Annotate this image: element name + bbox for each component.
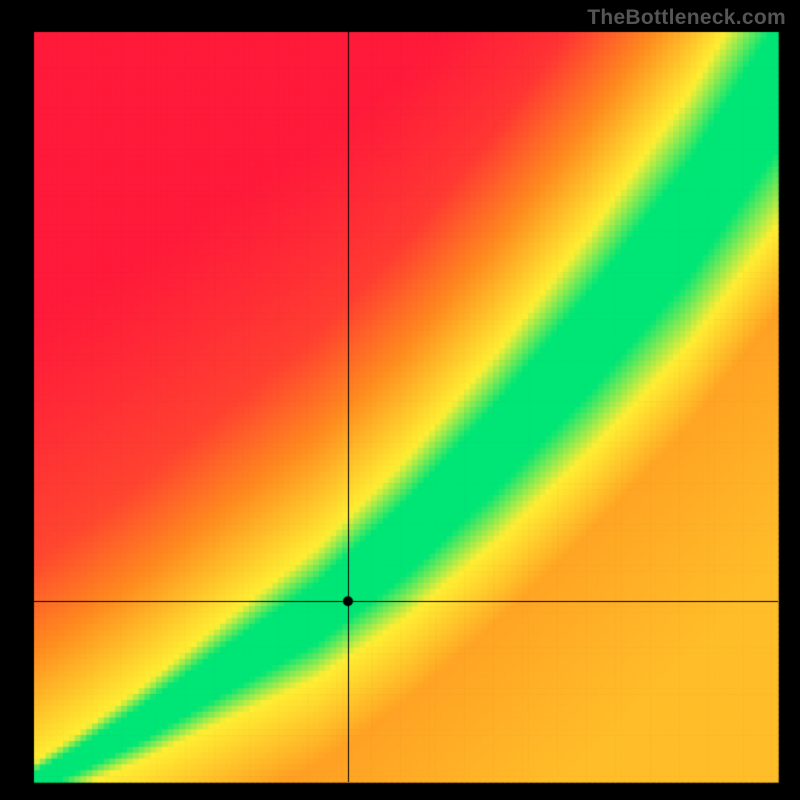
chart-container: TheBottleneck.com	[0, 0, 800, 800]
watermark-text: TheBottleneck.com	[587, 6, 786, 30]
heatmap-canvas	[0, 0, 800, 800]
